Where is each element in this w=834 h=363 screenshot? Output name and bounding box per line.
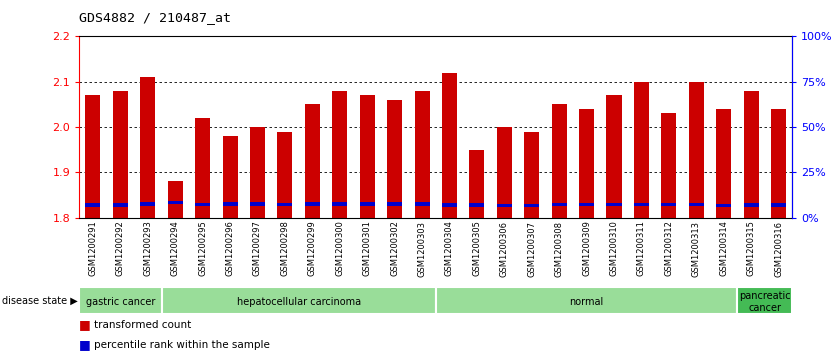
Bar (551, 105, 567, 218)
Bar (771, 203, 786, 207)
Bar (85, 95, 100, 218)
Bar (470, 150, 485, 218)
Bar (737, 287, 792, 314)
Bar (716, 109, 731, 218)
Bar (168, 182, 183, 218)
Bar (689, 82, 704, 218)
Bar (661, 203, 676, 207)
Bar (162, 287, 435, 314)
Bar (195, 118, 210, 218)
Bar (716, 204, 731, 207)
Bar (332, 202, 347, 205)
Bar (634, 203, 649, 207)
Bar (278, 131, 293, 218)
Bar (304, 202, 320, 205)
Bar (387, 100, 402, 218)
Text: disease state ▶: disease state ▶ (2, 295, 78, 306)
Bar (332, 91, 347, 218)
Bar (113, 91, 128, 218)
Bar (551, 203, 567, 207)
Text: pancreatic
cancer: pancreatic cancer (739, 291, 791, 313)
Bar (414, 202, 430, 205)
Bar (661, 113, 676, 218)
Bar (140, 77, 155, 218)
Bar (223, 202, 238, 205)
Bar (250, 127, 265, 218)
Bar (250, 202, 265, 205)
Bar (634, 82, 649, 218)
Bar (359, 95, 374, 218)
Bar (140, 202, 155, 206)
Bar (497, 204, 512, 207)
Bar (278, 203, 293, 207)
Text: normal: normal (570, 297, 604, 307)
Text: GDS4882 / 210487_at: GDS4882 / 210487_at (79, 11, 231, 24)
Bar (744, 91, 759, 218)
Bar (525, 131, 540, 218)
Bar (359, 202, 374, 205)
Bar (168, 200, 183, 204)
Text: percentile rank within the sample: percentile rank within the sample (94, 340, 270, 350)
Bar (606, 203, 621, 207)
Bar (195, 203, 210, 207)
Bar (442, 203, 457, 207)
Bar (442, 73, 457, 218)
Bar (470, 203, 485, 207)
Bar (497, 127, 512, 218)
Bar (113, 203, 128, 207)
Bar (579, 203, 594, 207)
Bar (606, 95, 621, 218)
Text: hepatocellular carcinoma: hepatocellular carcinoma (237, 297, 360, 307)
Bar (435, 287, 737, 314)
Bar (744, 203, 759, 207)
Text: transformed count: transformed count (94, 320, 192, 330)
Bar (387, 202, 402, 205)
Bar (304, 105, 320, 218)
Bar (85, 203, 100, 207)
Bar (579, 109, 594, 218)
Bar (771, 109, 786, 218)
Text: ■: ■ (79, 338, 91, 351)
Text: gastric cancer: gastric cancer (86, 297, 155, 307)
Bar (689, 203, 704, 207)
Bar (414, 91, 430, 218)
Bar (525, 204, 540, 207)
Bar (79, 287, 162, 314)
Bar (223, 136, 238, 218)
Text: ■: ■ (79, 318, 91, 331)
